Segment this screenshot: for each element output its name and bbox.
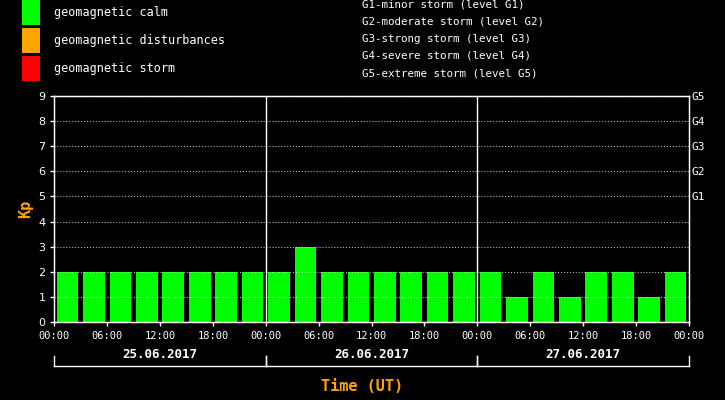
- Bar: [189, 272, 210, 322]
- Bar: [294, 247, 316, 322]
- Text: G3-strong storm (level G3): G3-strong storm (level G3): [362, 34, 531, 44]
- Bar: [585, 272, 607, 322]
- Bar: [533, 272, 554, 322]
- Bar: [400, 272, 422, 322]
- Bar: [22, 28, 40, 53]
- Text: geomagnetic calm: geomagnetic calm: [54, 6, 168, 19]
- Bar: [453, 272, 475, 322]
- Bar: [136, 272, 158, 322]
- Bar: [22, 0, 40, 25]
- Bar: [559, 297, 581, 322]
- Bar: [268, 272, 290, 322]
- Bar: [321, 272, 343, 322]
- Text: 25.06.2017: 25.06.2017: [123, 348, 198, 360]
- Bar: [347, 272, 369, 322]
- Text: G1-minor storm (level G1): G1-minor storm (level G1): [362, 0, 525, 9]
- Bar: [215, 272, 237, 322]
- Text: 27.06.2017: 27.06.2017: [545, 348, 621, 360]
- Bar: [374, 272, 396, 322]
- Bar: [22, 56, 40, 81]
- Bar: [638, 297, 660, 322]
- Text: G2-moderate storm (level G2): G2-moderate storm (level G2): [362, 16, 544, 26]
- Bar: [427, 272, 449, 322]
- Bar: [109, 272, 131, 322]
- Bar: [665, 272, 687, 322]
- Bar: [57, 272, 78, 322]
- Text: 26.06.2017: 26.06.2017: [334, 348, 409, 360]
- Bar: [241, 272, 263, 322]
- Text: Time (UT): Time (UT): [321, 379, 404, 394]
- Bar: [83, 272, 105, 322]
- Text: G4-severe storm (level G4): G4-severe storm (level G4): [362, 51, 531, 61]
- Bar: [506, 297, 528, 322]
- Text: geomagnetic disturbances: geomagnetic disturbances: [54, 34, 225, 47]
- Bar: [480, 272, 502, 322]
- Bar: [612, 272, 634, 322]
- Y-axis label: Kp: Kp: [17, 200, 33, 218]
- Text: geomagnetic storm: geomagnetic storm: [54, 62, 175, 75]
- Bar: [162, 272, 184, 322]
- Text: G5-extreme storm (level G5): G5-extreme storm (level G5): [362, 68, 538, 78]
